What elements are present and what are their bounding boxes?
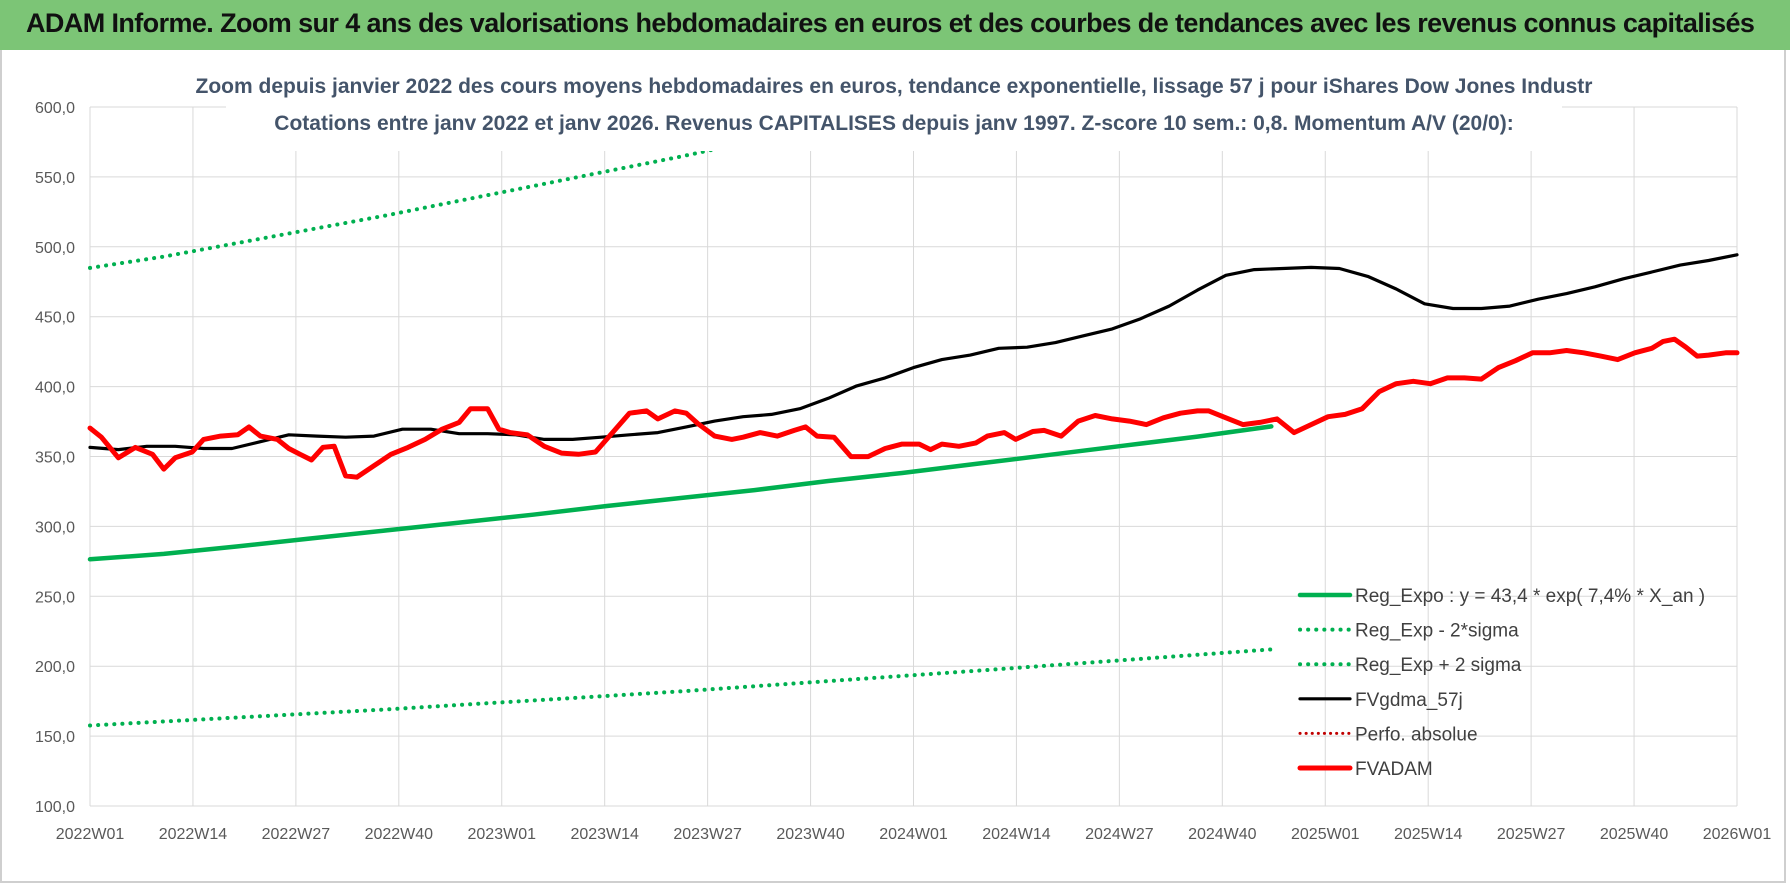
x-tick-label: 2023W01	[468, 826, 537, 843]
y-axis: 100,0 150,0 200,0 250,0 300,0 350,0 400,0 450,0…	[35, 100, 75, 816]
x-tick-label: 2022W27	[262, 826, 331, 843]
y-tick-label: 450,0	[35, 310, 75, 327]
series-line-1	[88, 647, 1274, 728]
chart-title: Zoom depuis janvier 2022 des cours moyen…	[196, 75, 1593, 98]
legend-label: Perfo. absolue	[1355, 724, 1478, 745]
y-tick-label: 600,0	[35, 100, 75, 117]
y-tick-label: 300,0	[35, 519, 75, 536]
series-line-5	[87, 336, 1740, 480]
y-tick-label: 550,0	[35, 170, 75, 187]
legend-label: Reg_Expo : y = 43,4 * exp( 7,4% * X_an )	[1355, 586, 1705, 607]
legend-label: Reg_Exp - 2*sigma	[1355, 621, 1519, 642]
x-tick-label: 2022W14	[159, 826, 228, 843]
x-tick-label: 2024W01	[879, 826, 948, 843]
chart-grid	[89, 106, 1738, 807]
legend-label: FVADAM	[1355, 759, 1433, 780]
x-tick-label: 2022W01	[56, 826, 125, 843]
y-tick-label: 350,0	[35, 450, 75, 467]
x-tick-label: 2026W01	[1703, 826, 1772, 843]
x-tick-label: 2025W14	[1394, 826, 1463, 843]
series-line-3	[88, 253, 1739, 452]
chart-subtitle: Cotations entre janv 2022 et janv 2026. …	[274, 112, 1513, 135]
x-tick-label: 2023W40	[776, 826, 845, 843]
y-tick-label: 150,0	[35, 729, 75, 746]
x-axis: 2022W01 2022W14 2022W27 2022W40 2023W01 2023W…	[56, 826, 1772, 843]
x-tick-label: 2022W40	[365, 826, 434, 843]
y-tick-label: 250,0	[35, 589, 75, 606]
x-tick-label: 2024W14	[982, 826, 1051, 843]
x-tick-label: 2024W27	[1085, 826, 1154, 843]
report-title: ADAM Informe. Zoom sur 4 ans des valoris…	[26, 8, 1755, 38]
y-tick-label: 500,0	[35, 240, 75, 257]
series-line-0	[87, 424, 1274, 562]
report-banner: ADAM Informe. Zoom sur 4 ans des valoris…	[0, 0, 1790, 50]
x-tick-label: 2023W14	[570, 826, 639, 843]
x-tick-label: 2025W40	[1600, 826, 1669, 843]
y-tick-label: 200,0	[35, 659, 75, 676]
legend-label: FVgdma_57j	[1355, 690, 1463, 711]
chart-legend: Reg_Expo : y = 43,4 * exp( 7,4% * X_an )…	[1297, 586, 1705, 780]
y-tick-label: 400,0	[35, 380, 75, 397]
x-tick-label: 2025W27	[1497, 826, 1566, 843]
chart-title-box	[226, 67, 1562, 151]
y-tick-label: 100,0	[35, 799, 75, 816]
x-tick-label: 2023W27	[673, 826, 742, 843]
chart-frame	[0, 50, 1786, 883]
x-tick-label: 2025W01	[1291, 826, 1360, 843]
x-tick-label: 2024W40	[1188, 826, 1257, 843]
legend-label: Reg_Exp + 2 sigma	[1355, 655, 1522, 676]
